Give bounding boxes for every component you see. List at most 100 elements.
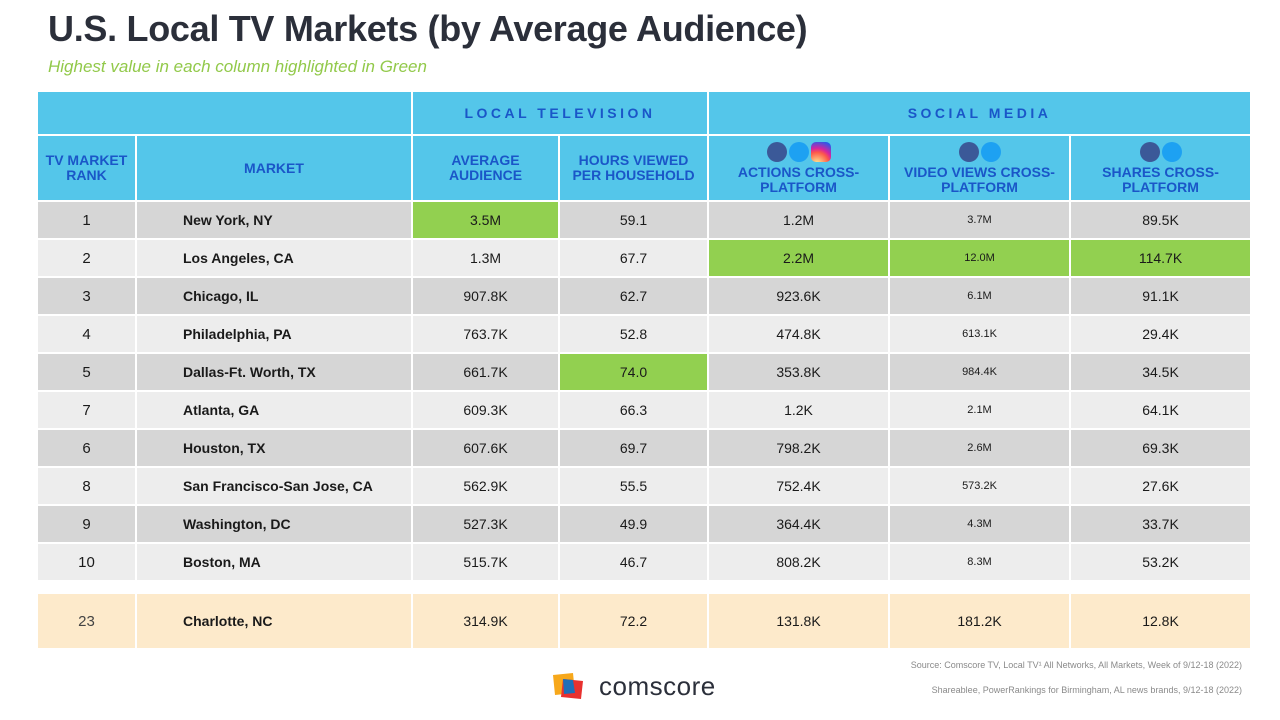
actions-icons bbox=[713, 141, 884, 162]
cell-avg-audience: 314.9K bbox=[411, 592, 560, 650]
col-header-shares-label: SHARES CROSS-PLATFORM bbox=[1102, 163, 1219, 195]
cell-video: 2.1M bbox=[888, 390, 1071, 430]
page-title: U.S. Local TV Markets (by Average Audien… bbox=[48, 8, 808, 49]
cell-market: Philadelphia, PA bbox=[135, 314, 413, 354]
col-header-actions-label: ACTIONS CROSS- PLATFORM bbox=[737, 163, 860, 195]
cell-shares: 53.2K bbox=[1068, 542, 1253, 582]
cell-market: Atlanta, GA bbox=[135, 390, 413, 430]
cell-actions: 364.4K bbox=[707, 504, 890, 544]
cell-market: Washington, DC bbox=[135, 504, 413, 544]
table-row: 3 Chicago, IL 907.8K 62.7 923.6K 6.1M 91… bbox=[36, 276, 1253, 316]
cell-avg-audience: 515.7K bbox=[411, 542, 560, 582]
cell-shares: 91.1K bbox=[1068, 276, 1253, 316]
cell-rank: 10 bbox=[36, 542, 137, 582]
cell-actions: 1.2K bbox=[707, 390, 890, 430]
comscore-logo-text: comscore bbox=[599, 670, 716, 701]
cell-rank: 8 bbox=[36, 466, 137, 506]
table-row: 6 Houston, TX 607.6K 69.7 798.2K 2.6M 69… bbox=[36, 428, 1253, 468]
comscore-logo-icon bbox=[553, 673, 583, 699]
col-header-hours: HOURS VIEWED PER HOUSEHOLD bbox=[558, 134, 709, 202]
col-header-rank: TV MARKET RANK bbox=[36, 134, 137, 202]
markets-table: LOCAL TELEVISION SOCIAL MEDIA TV MARKET … bbox=[35, 90, 1253, 650]
video-icons bbox=[894, 141, 1065, 162]
col-header-video-label: VIDEO VIEWS CROSS-PLATFORM bbox=[904, 163, 1055, 195]
group-header-blank bbox=[36, 90, 413, 136]
cell-actions: 2.2M bbox=[707, 238, 890, 278]
cell-market: New York, NY bbox=[135, 200, 413, 240]
col-header-market: MARKET bbox=[135, 134, 413, 202]
cell-video: 8.3M bbox=[888, 542, 1071, 582]
group-header-row: LOCAL TELEVISION SOCIAL MEDIA bbox=[36, 90, 1253, 136]
source-note-1: Source: Comscore TV, Local TV¹ All Netwo… bbox=[910, 660, 1242, 670]
cell-hours: 49.9 bbox=[558, 504, 709, 544]
page-subtitle: Highest value in each column highlighted… bbox=[48, 57, 427, 76]
cell-avg-audience: 562.9K bbox=[411, 466, 560, 506]
cell-rank: 3 bbox=[36, 276, 137, 316]
cell-avg-audience: 609.3K bbox=[411, 390, 560, 430]
cell-avg-audience: 907.8K bbox=[411, 276, 560, 316]
cell-shares: 29.4K bbox=[1068, 314, 1253, 354]
cell-market: Chicago, IL bbox=[135, 276, 413, 316]
instagram-icon bbox=[810, 141, 831, 162]
cell-video: 3.7M bbox=[888, 200, 1071, 240]
cell-market: Boston, MA bbox=[135, 542, 413, 582]
source-note-2: Shareablee, PowerRankings for Birmingham… bbox=[931, 685, 1242, 695]
facebook-icon bbox=[766, 141, 787, 162]
twitter-icon bbox=[980, 141, 1001, 162]
group-header-social-media: SOCIAL MEDIA bbox=[706, 90, 1253, 136]
cell-market: Charlotte, NC bbox=[135, 592, 413, 650]
col-header-shares: SHARES CROSS-PLATFORM bbox=[1068, 134, 1253, 202]
cell-rank: 9 bbox=[36, 504, 137, 544]
cell-rank: 5 bbox=[36, 352, 137, 392]
shares-icons bbox=[1075, 141, 1246, 162]
cell-video: 984.4K bbox=[888, 352, 1071, 392]
cell-rank: 4 bbox=[36, 314, 137, 354]
cell-rank: 2 bbox=[36, 238, 137, 278]
cell-rank: 1 bbox=[36, 200, 137, 240]
cell-hours: 72.2 bbox=[558, 592, 709, 650]
table-row: 4 Philadelphia, PA 763.7K 52.8 474.8K 61… bbox=[36, 314, 1253, 354]
table-row: 10 Boston, MA 515.7K 46.7 808.2K 8.3M 53… bbox=[36, 542, 1253, 582]
cell-shares: 69.3K bbox=[1068, 428, 1253, 468]
table-row: 9 Washington, DC 527.3K 49.9 364.4K 4.3M… bbox=[36, 504, 1253, 544]
cell-actions: 131.8K bbox=[707, 592, 890, 650]
spacer-cell bbox=[35, 580, 1253, 594]
cell-hours: 67.7 bbox=[558, 238, 709, 278]
cell-hours: 59.1 bbox=[558, 200, 709, 240]
cell-shares: 27.6K bbox=[1068, 466, 1253, 506]
cell-market: Houston, TX bbox=[135, 428, 413, 468]
table-row: 2 Los Angeles, CA 1.3M 67.7 2.2M 12.0M 1… bbox=[36, 238, 1253, 278]
cell-avg-audience: 763.7K bbox=[411, 314, 560, 354]
cell-shares: 114.7K bbox=[1068, 238, 1253, 278]
table-row: 7 Atlanta, GA 609.3K 66.3 1.2K 2.1M 64.1… bbox=[36, 390, 1253, 430]
cell-actions: 1.2M bbox=[707, 200, 890, 240]
cell-avg-audience: 661.7K bbox=[411, 352, 560, 392]
cell-rank: 23 bbox=[36, 592, 137, 650]
cell-market: San Francisco-San Jose, CA bbox=[135, 466, 413, 506]
facebook-icon bbox=[958, 141, 979, 162]
cell-avg-audience: 607.6K bbox=[411, 428, 560, 468]
cell-hours: 46.7 bbox=[558, 542, 709, 582]
col-header-actions: ACTIONS CROSS- PLATFORM bbox=[707, 134, 890, 202]
cell-avg-audience: 1.3M bbox=[411, 238, 560, 278]
cell-video: 6.1M bbox=[888, 276, 1071, 316]
cell-actions: 798.2K bbox=[707, 428, 890, 468]
cell-video: 4.3M bbox=[888, 504, 1071, 544]
cell-actions: 474.8K bbox=[707, 314, 890, 354]
cell-actions: 808.2K bbox=[707, 542, 890, 582]
cell-avg-audience: 3.5M bbox=[411, 200, 560, 240]
cell-market: Los Angeles, CA bbox=[135, 238, 413, 278]
cell-hours: 74.0 bbox=[558, 352, 709, 392]
cell-avg-audience: 527.3K bbox=[411, 504, 560, 544]
table-row: 5 Dallas-Ft. Worth, TX 661.7K 74.0 353.8… bbox=[36, 352, 1253, 392]
local-market-row: 23 Charlotte, NC 314.9K 72.2 131.8K 181.… bbox=[36, 592, 1253, 650]
cell-shares: 33.7K bbox=[1068, 504, 1253, 544]
cell-rank: 7 bbox=[36, 390, 137, 430]
table-row: 1 New York, NY 3.5M 59.1 1.2M 3.7M 89.5K bbox=[36, 200, 1253, 240]
facebook-icon bbox=[1139, 141, 1160, 162]
cell-shares: 12.8K bbox=[1068, 592, 1253, 650]
cell-shares: 34.5K bbox=[1068, 352, 1253, 392]
cell-video: 573.2K bbox=[888, 466, 1071, 506]
comscore-logo: comscore bbox=[551, 670, 716, 702]
cell-hours: 62.7 bbox=[558, 276, 709, 316]
